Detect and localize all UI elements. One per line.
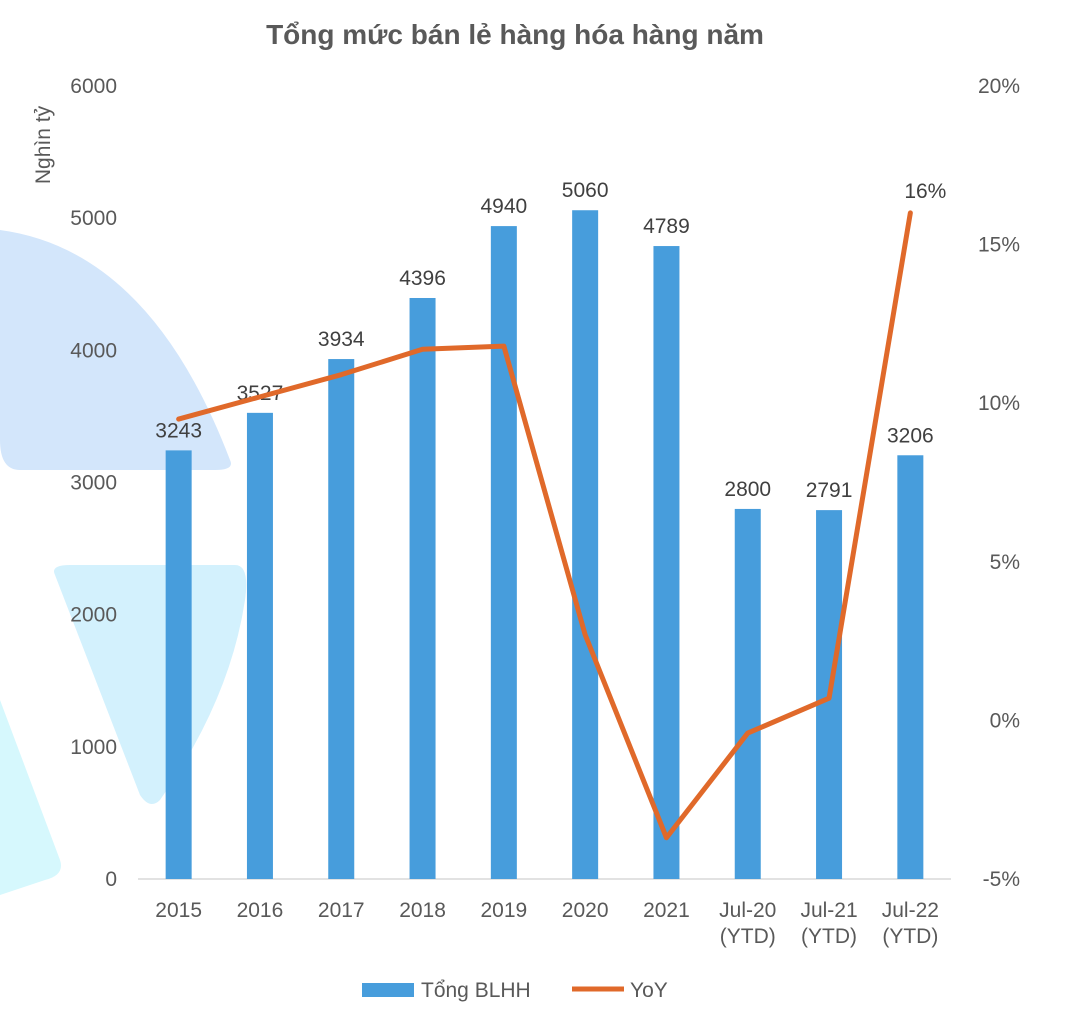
y-right-tick-label: 10%	[978, 392, 1020, 415]
y-right-tick-label: 20%	[978, 75, 1020, 98]
bar	[328, 359, 355, 879]
y-tick-label: 0	[105, 868, 117, 891]
watermark	[0, 230, 247, 895]
bar	[897, 455, 924, 879]
y-tick-label: 3000	[70, 472, 117, 495]
y-tick-label: 6000	[70, 75, 117, 98]
bar-data-label: 2791	[806, 479, 853, 502]
x-tick-label: (YTD)	[801, 925, 857, 948]
bar-data-label: 4789	[643, 215, 690, 238]
bar	[409, 297, 436, 879]
x-tick-label: Jul-20	[719, 899, 776, 922]
bar-data-label: 4940	[480, 195, 527, 218]
legend-swatch-bar	[362, 983, 414, 997]
x-tick-label: 2021	[643, 899, 690, 922]
y-axis-label: Nghìn tỷ	[32, 105, 55, 184]
bar-data-label: 3934	[318, 328, 365, 351]
bar-data-label: 3206	[887, 424, 934, 447]
legend-label-bar: Tổng BLHH	[421, 979, 531, 1002]
x-tick-label: 2019	[480, 899, 527, 922]
x-tick-label: 2016	[237, 899, 284, 922]
yoy-line	[176, 210, 913, 841]
bar	[165, 450, 192, 879]
bar	[246, 412, 273, 879]
bar	[572, 210, 599, 879]
y-right-tick-label: 0%	[990, 709, 1020, 732]
chart-title: Tổng mức bán lẻ hàng hóa hàng năm	[266, 19, 764, 50]
legend-label-line: YoY	[630, 979, 668, 1002]
legend: Tổng BLHH YoY	[362, 979, 668, 1002]
x-tick-label: 2020	[562, 899, 609, 922]
y-tick-label: 5000	[70, 207, 117, 230]
x-tick-label: 2018	[399, 899, 446, 922]
x-tick-label: Jul-22	[882, 899, 939, 922]
x-tick-label: 2017	[318, 899, 365, 922]
yoy-data-label: 16%	[904, 180, 946, 203]
bar-data-label: 3243	[155, 419, 202, 442]
bar-data-label: 4396	[399, 267, 446, 290]
y-tick-label: 2000	[70, 604, 117, 627]
bar	[653, 246, 680, 879]
x-tick-label: Jul-21	[800, 899, 857, 922]
bar	[734, 508, 761, 879]
x-tick-label: (YTD)	[720, 925, 776, 948]
bar	[490, 226, 517, 879]
y-right-tick-label: -5%	[983, 868, 1020, 891]
x-tick-label: 2015	[155, 899, 202, 922]
bar-data-label: 2800	[724, 478, 771, 501]
y-tick-label: 4000	[70, 339, 117, 362]
y-right-tick-label: 15%	[978, 234, 1020, 257]
y-right-tick-label: 5%	[990, 551, 1020, 574]
bar-data-label: 5060	[562, 179, 609, 202]
y-tick-label: 1000	[70, 736, 117, 759]
x-tick-label: (YTD)	[882, 925, 938, 948]
